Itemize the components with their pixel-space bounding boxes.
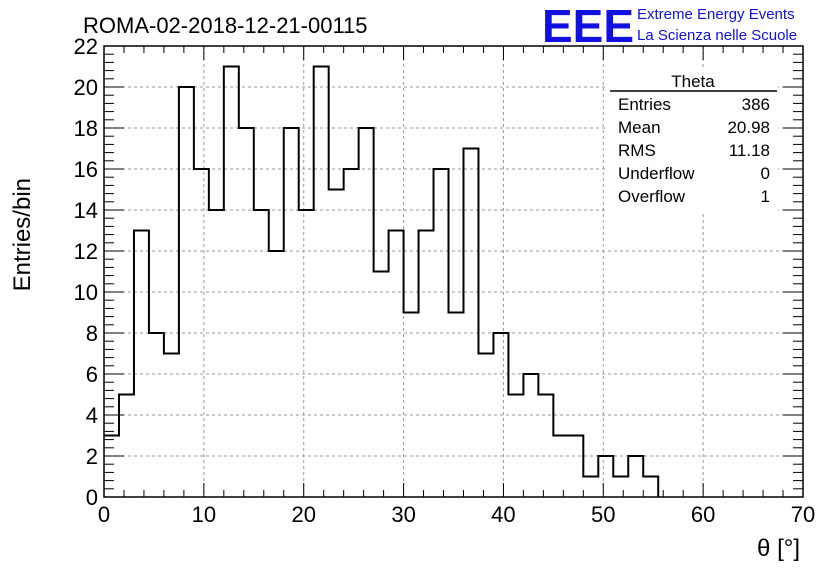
x-tick-label: 30 xyxy=(391,502,415,527)
x-axis-label: θ [°] xyxy=(757,535,800,562)
stats-row-label: Overflow xyxy=(618,187,686,206)
y-tick-label: 20 xyxy=(74,75,98,100)
stats-row-value: 386 xyxy=(742,95,770,114)
eee-logo: EEE Extreme Energy Events La Scienza nel… xyxy=(542,0,797,52)
histogram-outline xyxy=(104,65,660,497)
stats-title: Theta xyxy=(671,72,715,91)
stats-row-label: Underflow xyxy=(618,164,695,183)
plot-frame xyxy=(103,45,804,498)
stats-row-value: 11.18 xyxy=(729,141,770,160)
x-tick-label: 50 xyxy=(591,502,615,527)
y-tick-label: 8 xyxy=(86,321,98,346)
logo-line-2: La Scienza nelle Scuole xyxy=(637,27,797,44)
x-tick-label: 40 xyxy=(491,502,515,527)
x-tick-label: 60 xyxy=(691,502,715,527)
y-tick-label: 2 xyxy=(86,444,98,469)
stats-row-value: 1 xyxy=(761,187,770,206)
y-tick-label: 12 xyxy=(74,239,98,264)
stats-row-value: 20.98 xyxy=(727,118,770,137)
y-tick-label: 10 xyxy=(74,280,98,305)
stats-row-label: Entries xyxy=(618,95,671,114)
x-tick-label: 20 xyxy=(291,502,315,527)
stats-box-bg xyxy=(608,70,778,212)
x-tick-label: 70 xyxy=(791,502,815,527)
y-tick-label: 22 xyxy=(74,34,98,59)
stats-row-value: 0 xyxy=(761,164,770,183)
y-tick-label: 18 xyxy=(74,116,98,141)
y-tick-label: 4 xyxy=(86,403,98,428)
stats-rows: Entries 386 Mean 20.98 RMS 11.18 Underflow 0 Ove… xyxy=(618,95,770,206)
y-tick-label: 6 xyxy=(86,362,98,387)
logo-mark: EEE xyxy=(542,0,634,52)
stats-box: Theta Entries 386 Mean 20.98 RMS 11.18 Underfl… xyxy=(608,70,778,212)
stats-row-label: RMS xyxy=(618,141,656,160)
y-tick-label: 16 xyxy=(74,157,98,182)
stats-row-label: Mean xyxy=(618,118,661,137)
chart-title: ROMA-02-2018-12-21-00115 xyxy=(83,13,368,38)
y-axis-label: Entries/bin xyxy=(9,178,36,291)
x-tick-label: 0 xyxy=(98,502,110,527)
logo-line-1: Extreme Energy Events xyxy=(637,6,795,23)
y-tick-label: 0 xyxy=(86,485,98,510)
x-tick-label: 10 xyxy=(192,502,216,527)
y-tick-label: 14 xyxy=(74,198,98,223)
